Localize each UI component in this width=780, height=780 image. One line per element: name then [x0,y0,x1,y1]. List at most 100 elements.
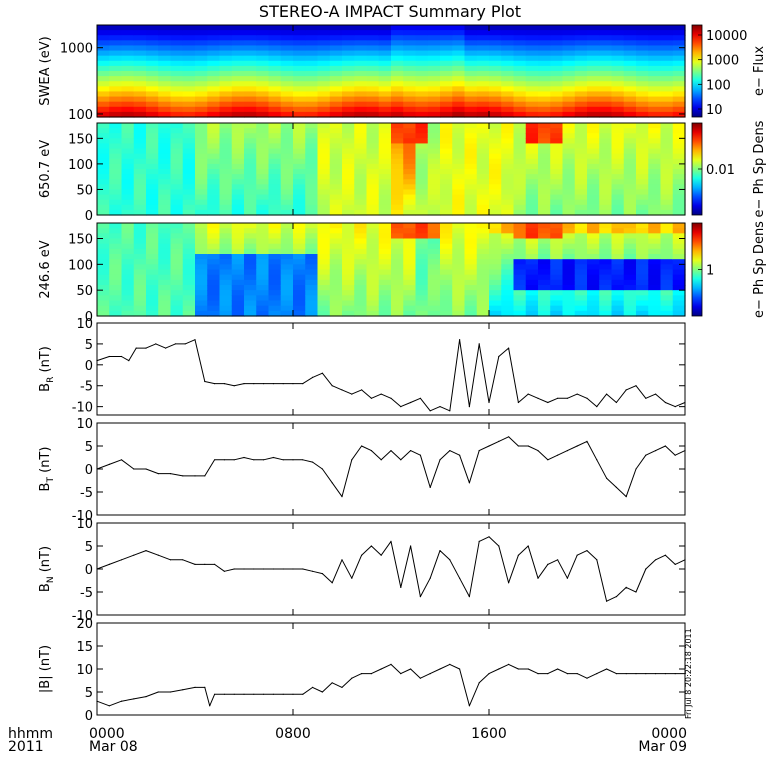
heatmap-cell [158,50,172,57]
heatmap-cell [378,290,392,296]
heatmap-cell [354,50,368,57]
heatmap-cell [574,189,588,196]
heatmap-cell [660,96,674,103]
heatmap-cell [342,228,355,234]
heatmap-cell [574,76,588,82]
heatmap-cell [660,25,674,31]
heatmap-cell [464,153,478,160]
heatmap-cell [305,65,319,72]
heatmap-cell [146,138,159,145]
heatmap-cell [305,50,319,57]
heatmap-cell [170,228,184,234]
heatmap-cell [293,76,306,82]
heatmap-cell [672,194,686,201]
heatmap-cell [464,194,478,201]
heatmap-cell [513,143,527,150]
data-point [157,473,159,475]
data-point [645,454,647,456]
heatmap-cell [305,248,319,255]
heatmap-cell [427,60,441,67]
heatmap-cell [158,30,172,36]
heatmap-cell [342,60,355,67]
heatmap-cell [440,259,453,265]
heatmap-cell [268,295,282,302]
heatmap-cell [501,204,515,211]
heatmap-cell [538,25,551,31]
heatmap-cell [268,91,282,98]
heatmap-cell [501,60,515,67]
heatmap-cell [317,228,331,234]
heatmap-cell [391,199,404,206]
heatmap-cell [268,310,282,317]
heatmap-cell [538,169,551,175]
heatmap-cell [648,223,662,229]
data-point [253,568,255,570]
heatmap-cell [207,174,221,180]
heatmap-cell [342,25,355,31]
heatmap-cell [611,264,625,271]
heatmap-cell [562,264,576,271]
heatmap-cell [293,128,306,134]
heatmap-cell [391,45,404,52]
heatmap-cell [293,138,306,145]
y-tick-label: 150 [68,233,93,248]
heatmap-cell [97,96,110,103]
heatmap-cell [109,86,123,93]
heatmap-cell [207,123,221,129]
data-point [606,477,608,479]
heatmap-cell [562,35,576,41]
heatmap-cell [219,76,233,82]
heatmap-cell [378,269,392,276]
heatmap-cell [550,148,564,155]
heatmap-cell [329,248,343,255]
heatmap-cell [182,233,196,240]
heatmap-cell [158,189,172,196]
heatmap-cell [525,81,539,87]
y-tick-label: 0 [85,359,93,374]
heatmap-cell [256,174,270,180]
heatmap-cell [293,194,306,201]
data-point [108,563,110,566]
heatmap-cell [525,179,539,185]
data-point [209,705,211,707]
heatmap-cell [403,254,417,260]
heatmap-cell [231,243,245,250]
heatmap-cell [452,189,466,196]
heatmap-cell [489,123,502,129]
heatmap-cell [342,96,355,103]
heatmap-cell [268,148,282,155]
heatmap-cell [513,55,527,62]
heatmap-cell [293,305,306,312]
heatmap-cell [182,40,196,47]
heatmap-cell [623,76,637,82]
heatmap-cell [623,194,637,201]
heatmap-cell [464,279,478,286]
heatmap-cell [489,269,502,276]
heatmap-cell [611,86,625,93]
heatmap-cell [501,30,515,36]
heatmap-cell [464,45,478,52]
heatmap-cell [170,71,184,77]
heatmap-cell [636,71,649,77]
heatmap-cell [268,65,282,72]
heatmap-cell [636,223,649,229]
heatmap-cell [672,174,686,180]
colorbar-label: e− Flux [752,46,767,96]
heatmap-cell [525,184,539,191]
heatmap-cell [562,81,576,87]
heatmap-cell [268,30,282,36]
heatmap-cell [574,138,588,145]
heatmap-cell [660,40,674,47]
heatmap-cell [611,179,625,185]
heatmap-cell [415,285,429,291]
heatmap-cell [562,60,576,67]
heatmap-cell [623,233,637,240]
heatmap-cell [280,290,294,296]
heatmap-cell [501,295,515,302]
heatmap-cell [342,133,355,139]
heatmap-cell [415,60,429,67]
heatmap-cell [121,40,135,47]
heatmap-cell [452,199,466,206]
heatmap-cell [244,148,257,155]
